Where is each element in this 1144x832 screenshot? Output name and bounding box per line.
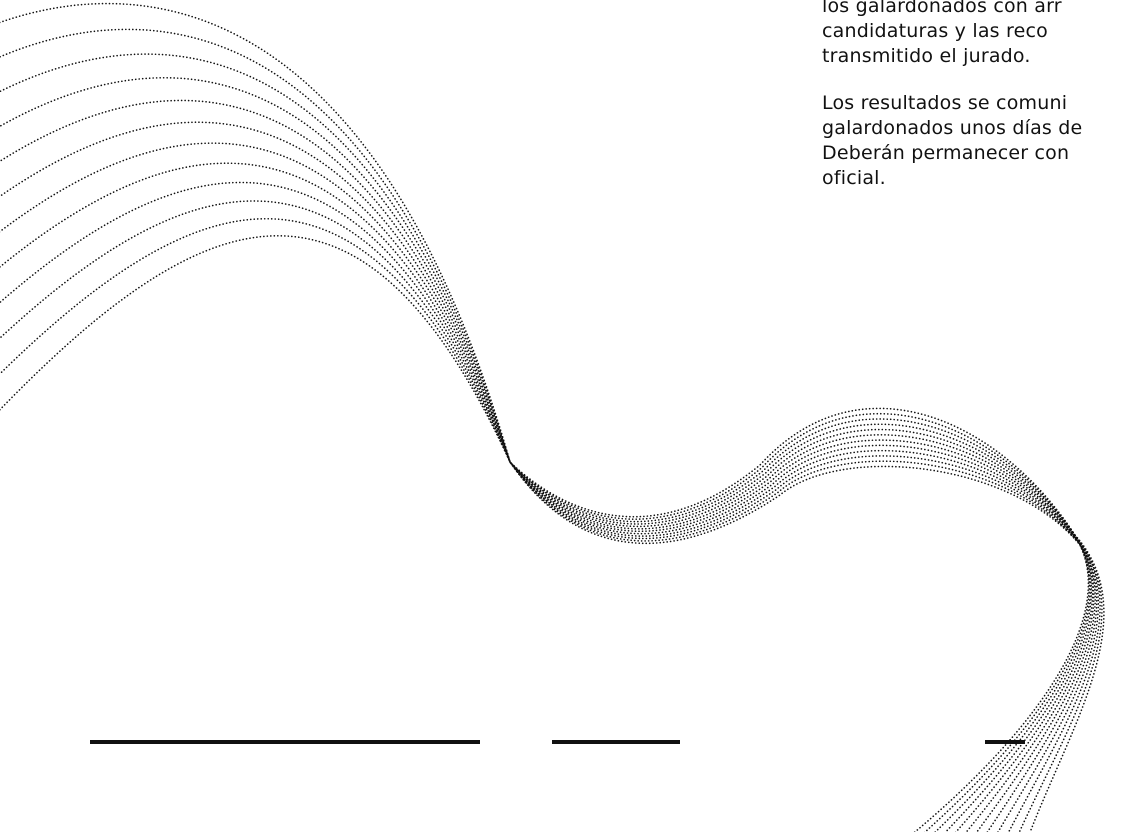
paragraph-2-line-1: Los resultados se comuni: [822, 92, 1068, 114]
paragraph-1: los galardonados con arr candidaturas y …: [822, 0, 1144, 69]
wave-strand: [0, 162, 1094, 832]
wave-strand: [0, 200, 1091, 832]
text-column: los galardonados con arr candidaturas y …: [822, 0, 1144, 213]
paragraph-2: Los resultados se comuni galardonados un…: [822, 91, 1144, 191]
wave-strand: [0, 181, 1093, 832]
wave-strand: [0, 121, 1096, 832]
divider-rule-medium: [552, 740, 680, 744]
divider-rule-long: [90, 740, 480, 744]
paragraph-1-line-2: candidaturas y las reco: [822, 20, 1048, 42]
paragraph-2-line-2: galardonados unos días de: [822, 117, 1083, 139]
paragraph-2-line-4: oficial.: [822, 167, 886, 189]
wave-strand: [0, 142, 1095, 832]
divider-rule-short: [985, 740, 1025, 744]
paragraph-2-line-3: Deberán permanecer con: [822, 142, 1070, 164]
paragraph-1-line-3: transmitido el jurado.: [822, 45, 1031, 67]
paragraph-1-line-1: los galardonados con arr: [822, 0, 1062, 17]
